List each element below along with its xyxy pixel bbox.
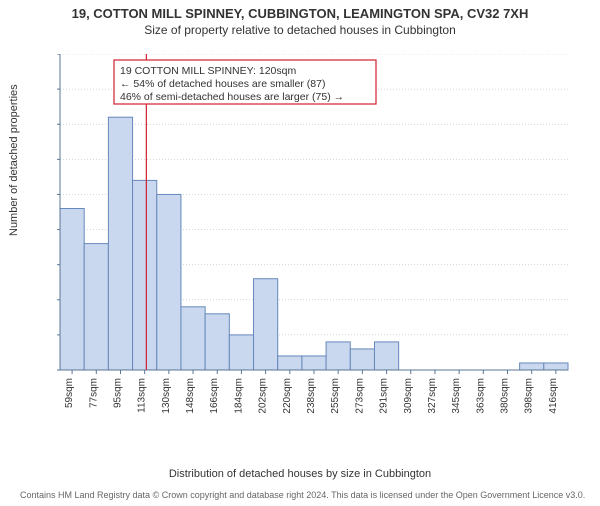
chart-title-sub: Size of property relative to detached ho…	[0, 23, 600, 37]
x-tick-label: 148sqm	[185, 378, 196, 414]
histogram-bar	[302, 356, 326, 370]
histogram-bar	[157, 194, 181, 370]
x-tick-label: 220sqm	[282, 378, 293, 414]
y-axis-label: Number of detached properties	[8, 84, 20, 236]
histogram-bar	[350, 349, 374, 370]
x-tick-label: 416sqm	[548, 378, 559, 414]
chart-title-main: 19, COTTON MILL SPINNEY, CUBBINGTON, LEA…	[0, 6, 600, 21]
x-tick-label: 238sqm	[306, 378, 317, 414]
histogram-bar	[205, 314, 229, 370]
annotation-line: 19 COTTON MILL SPINNEY: 120sqm	[120, 65, 296, 77]
histogram-bar	[181, 307, 205, 370]
histogram-bar	[133, 180, 157, 370]
x-axis-label: Distribution of detached houses by size …	[0, 468, 600, 480]
histogram-bar	[520, 363, 544, 370]
x-tick-label: 202sqm	[258, 378, 269, 414]
annotation-line: 46% of semi-detached houses are larger (…	[120, 91, 344, 103]
annotation-line: ← 54% of detached houses are smaller (87…	[120, 78, 325, 90]
x-tick-label: 398sqm	[524, 378, 535, 414]
histogram-bar	[60, 208, 84, 370]
x-tick-label: 309sqm	[403, 378, 414, 414]
histogram-bar	[254, 279, 278, 370]
x-tick-label: 327sqm	[427, 378, 438, 414]
x-tick-label: 255sqm	[330, 378, 341, 414]
x-tick-label: 363sqm	[475, 378, 486, 414]
histogram-bar	[229, 335, 253, 370]
histogram-bar	[374, 342, 398, 370]
histogram-bar	[544, 363, 568, 370]
x-tick-label: 345sqm	[451, 378, 462, 414]
x-tick-label: 291sqm	[379, 378, 390, 414]
x-tick-label: 130sqm	[161, 378, 172, 414]
x-tick-label: 113sqm	[137, 378, 148, 413]
x-tick-label: 77sqm	[88, 378, 99, 408]
histogram-bar	[108, 117, 132, 370]
x-tick-label: 380sqm	[500, 378, 511, 414]
histogram-bar	[326, 342, 350, 370]
x-tick-label: 166sqm	[209, 378, 220, 414]
chart-area: 05101520253035404559sqm77sqm95sqm113sqm1…	[54, 54, 574, 424]
x-tick-label: 95sqm	[112, 378, 123, 408]
footer-text: Contains HM Land Registry data © Crown c…	[20, 490, 585, 500]
x-tick-label: 273sqm	[354, 378, 365, 414]
x-tick-label: 184sqm	[233, 378, 244, 414]
histogram-bar	[278, 356, 302, 370]
x-tick-label: 59sqm	[64, 378, 75, 408]
histogram-bar	[84, 244, 108, 370]
